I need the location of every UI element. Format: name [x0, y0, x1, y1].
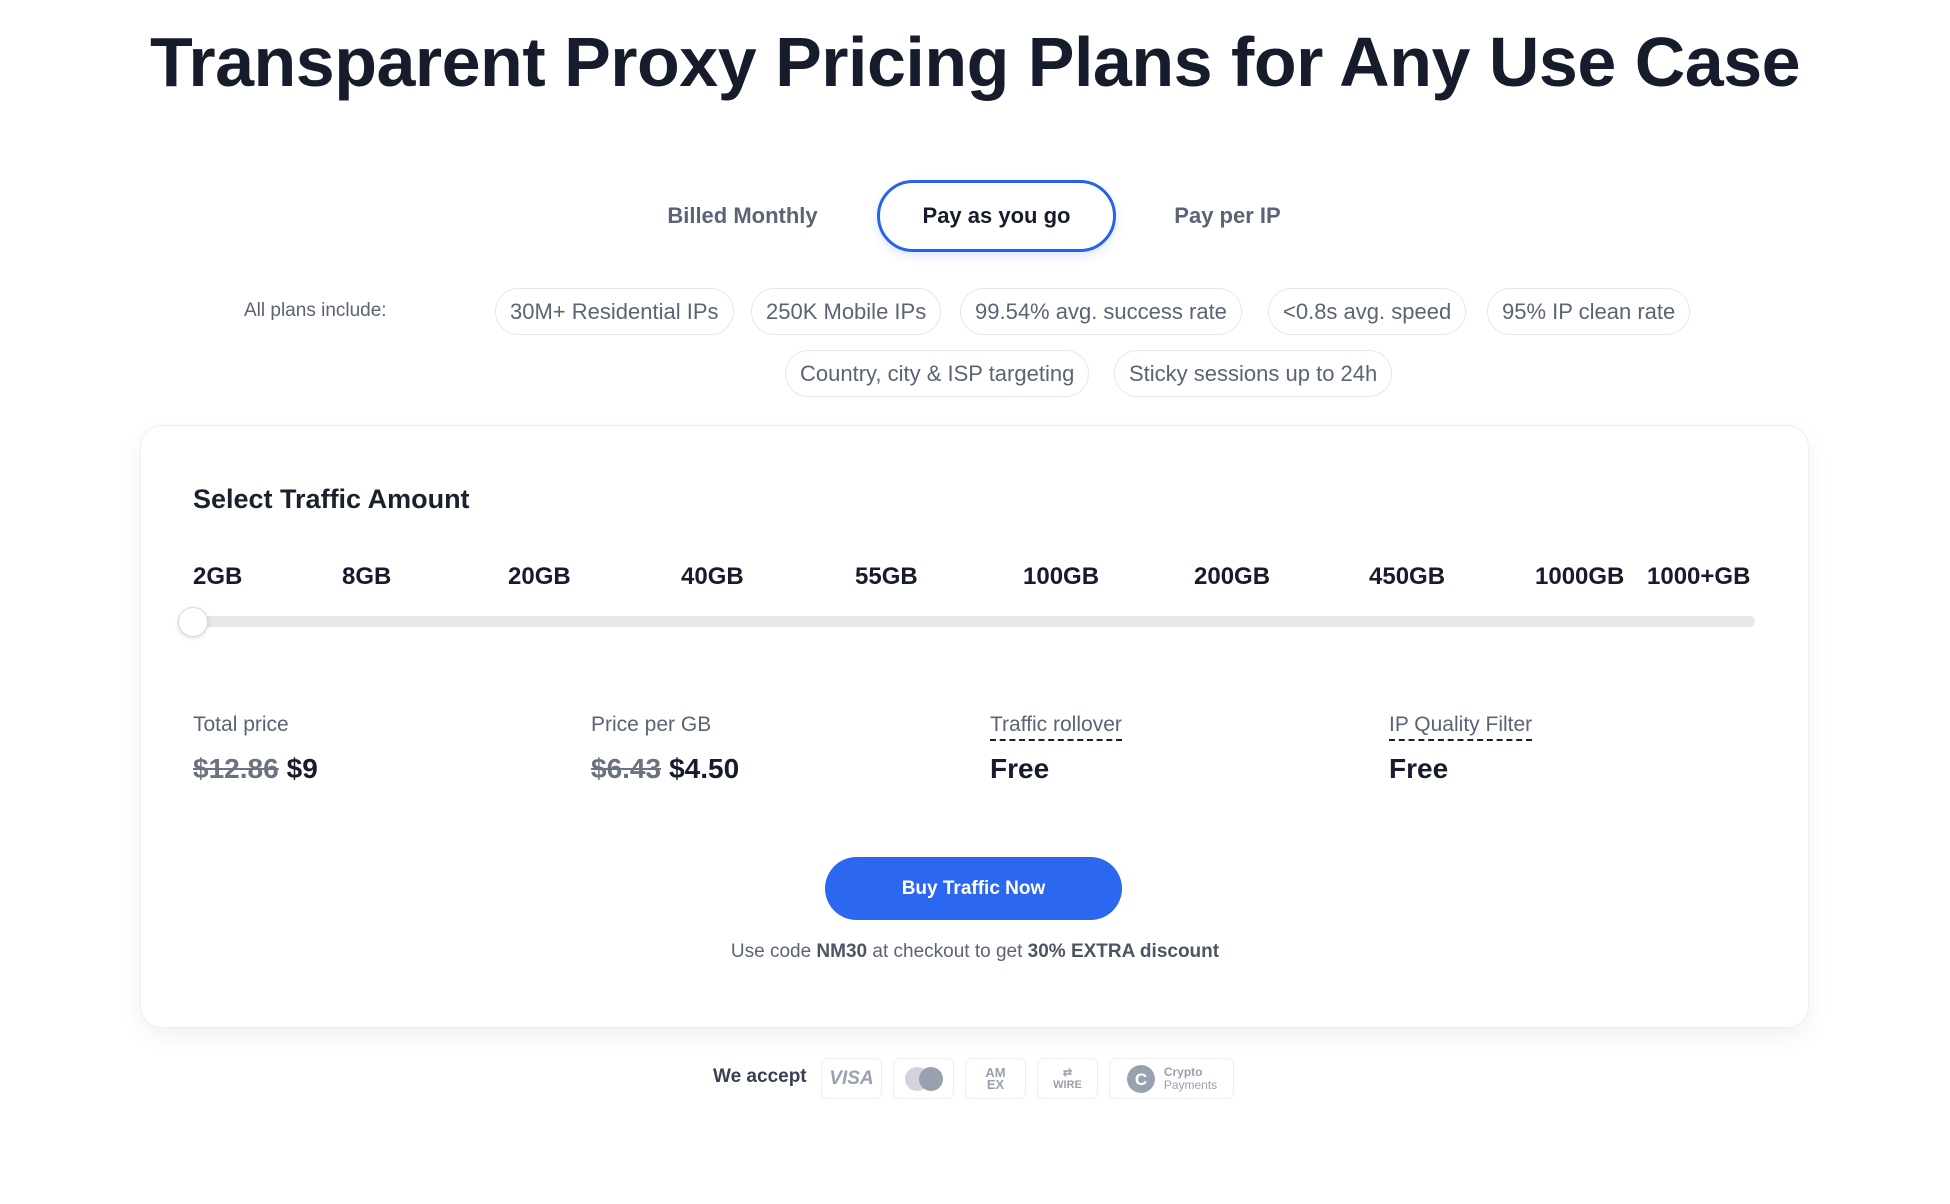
old-total-price: $12.86 [193, 753, 279, 784]
promo-code: NM30 [816, 941, 868, 962]
traffic-rollover-value: Free [990, 753, 1050, 784]
buy-traffic-button[interactable]: Buy Traffic Now [825, 857, 1122, 920]
tab-pay-per-ip[interactable]: Pay per IP [1174, 203, 1281, 228]
price-per-gb: $4.50 [669, 753, 740, 784]
svg-text:C: C [1135, 1070, 1147, 1089]
old-price-per-gb: $6.43 [591, 753, 662, 784]
we-accept-label: We accept [713, 1066, 807, 1087]
feature-chip: <0.8s avg. speed [1268, 288, 1467, 335]
ip-quality-filter-label[interactable]: IP Quality Filter [1389, 713, 1533, 741]
includes-label: All plans include: [244, 300, 387, 321]
promo-pre: Use code [730, 941, 817, 962]
traffic-option[interactable]: 1000+GB [1647, 563, 1751, 590]
tab-billed-monthly[interactable]: Billed Monthly [667, 203, 818, 228]
wire-transfer-icon: ⇄ WIRE [1037, 1058, 1098, 1099]
traffic-heading: Select Traffic Amount [193, 484, 470, 514]
promo-text: Use code NM30 at checkout to get 30% EXT… [0, 941, 1950, 963]
ip-quality-filter-value: Free [1389, 753, 1449, 784]
traffic-option[interactable]: 2GB [193, 563, 243, 590]
amex-icon: AM EX [965, 1058, 1026, 1099]
traffic-slider-track[interactable] [193, 616, 1755, 627]
traffic-option[interactable]: 100GB [1023, 563, 1100, 590]
promo-discount: 30% EXTRA discount [1027, 941, 1220, 962]
traffic-option[interactable]: 450GB [1369, 563, 1446, 590]
mastercard-icon [893, 1058, 954, 1099]
feature-chip: 95% IP clean rate [1487, 288, 1691, 335]
traffic-option[interactable]: 8GB [342, 563, 392, 590]
traffic-option[interactable]: 55GB [855, 563, 918, 590]
feature-chip: Sticky sessions up to 24h [1114, 350, 1393, 397]
traffic-rollover-label[interactable]: Traffic rollover [990, 713, 1122, 741]
total-price-value: $12.86 $9 [193, 753, 318, 785]
traffic-option[interactable]: 200GB [1194, 563, 1271, 590]
feature-chip: Country, city & ISP targeting [785, 350, 1090, 397]
traffic-slider-handle[interactable] [178, 607, 208, 637]
price-per-gb-value: $6.43 $4.50 [591, 753, 739, 785]
traffic-option[interactable]: 20GB [508, 563, 571, 590]
total-price: $9 [286, 753, 318, 784]
traffic-option[interactable]: 1000GB [1535, 563, 1625, 590]
tab-pay-as-you-go[interactable]: Pay as you go [877, 180, 1116, 252]
total-price-label: Total price [193, 713, 289, 736]
page-title: Transparent Proxy Pricing Plans for Any … [149, 23, 1801, 101]
traffic-option[interactable]: 40GB [681, 563, 744, 590]
promo-mid: at checkout to get [867, 941, 1028, 962]
pricing-card [140, 425, 1809, 1028]
feature-chip: 250K Mobile IPs [751, 288, 942, 335]
visa-icon: VISA [821, 1058, 882, 1099]
crypto-payments-icon: C Crypto Payments [1109, 1058, 1234, 1099]
price-per-gb-label: Price per GB [591, 713, 712, 736]
feature-chip: 99.54% avg. success rate [960, 288, 1242, 335]
feature-chip: 30M+ Residential IPs [495, 288, 734, 335]
